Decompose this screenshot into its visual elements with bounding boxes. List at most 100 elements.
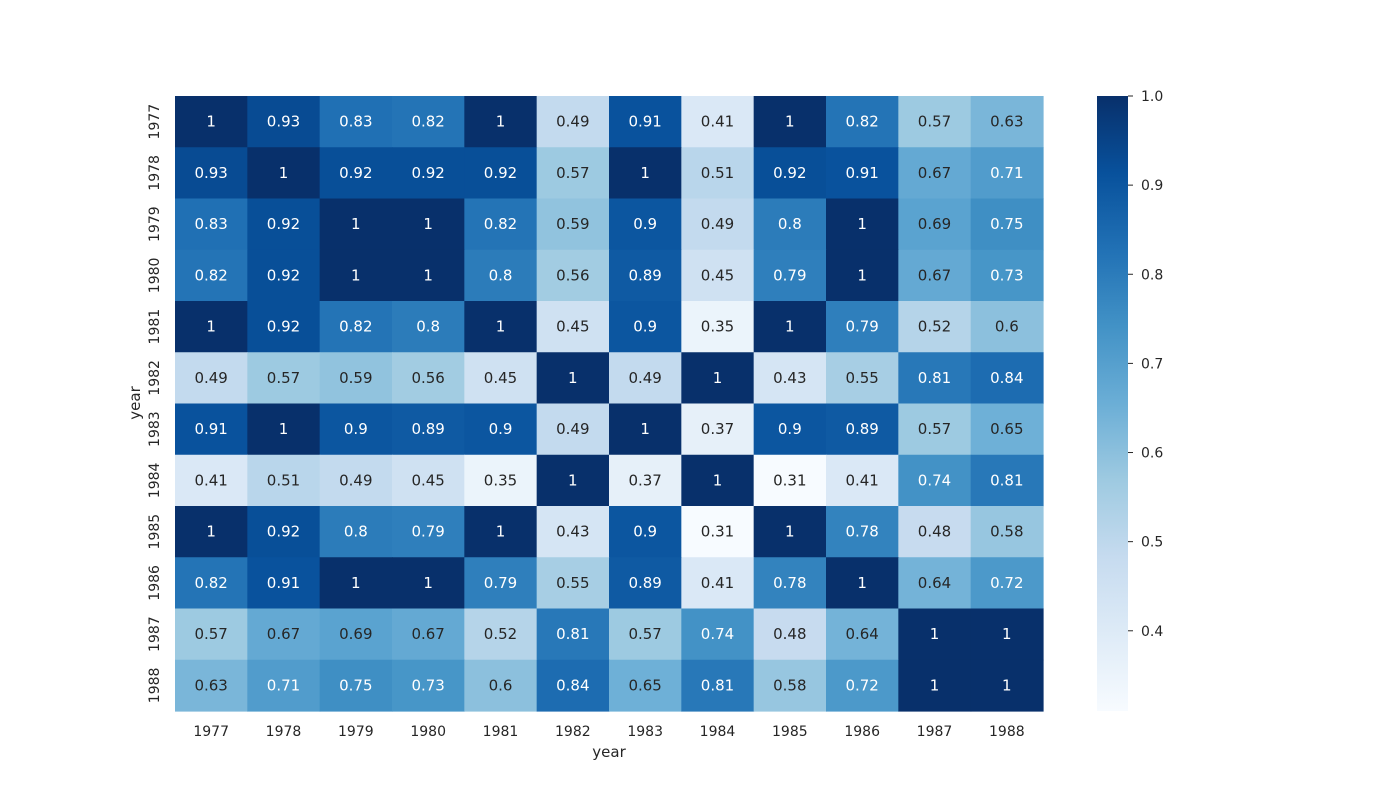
heatmap-cell-1981-1988 <box>970 301 1044 353</box>
heatmap-cell-1987-1986 <box>826 608 899 661</box>
heatmap-cell-1981-1984 <box>681 301 755 353</box>
heatmap-cell-1981-1977 <box>175 301 248 353</box>
heatmap-cell-1982-1986 <box>826 352 899 405</box>
y-tick-label: 1985 <box>147 514 163 550</box>
heatmap-cell-1986-1977 <box>175 557 248 610</box>
cell-annotation: 0.67 <box>918 266 951 284</box>
heatmap-cell-1979-1977 <box>175 198 248 251</box>
heatmap-cell-1986-1980 <box>392 557 465 610</box>
heatmap-cell-1977-1978 <box>247 96 321 148</box>
heatmap-cell-1985-1979 <box>319 506 393 558</box>
heatmap-cell-1987-1979 <box>319 608 393 661</box>
heatmap-cell-1979-1981 <box>464 198 538 251</box>
heatmap-cell-1985-1983 <box>609 506 682 558</box>
cell-annotation: 0.91 <box>845 164 878 182</box>
cell-annotation: 1 <box>713 369 723 387</box>
cell-annotation: 0.83 <box>339 113 372 131</box>
cell-annotation: 0.72 <box>845 676 878 694</box>
heatmap-cell-1986-1979 <box>319 557 393 610</box>
cell-annotation: 0.89 <box>845 420 878 438</box>
heatmap-cell-1987-1978 <box>247 608 321 661</box>
heatmap-cell-1979-1980 <box>392 198 465 251</box>
cell-annotation: 0.31 <box>773 471 806 489</box>
heatmap-cell-1982-1981 <box>464 352 538 405</box>
heatmap-cell-1982-1980 <box>392 352 465 405</box>
cell-annotation: 1 <box>857 266 867 284</box>
cell-annotation: 0.79 <box>773 266 806 284</box>
y-tick-label: 1982 <box>147 360 163 396</box>
cell-annotation: 1 <box>640 164 650 182</box>
heatmap-cell-1985-1981 <box>464 506 538 558</box>
heatmap-cell-1982-1988 <box>970 352 1044 405</box>
heatmap-cell-1983-1977 <box>175 403 248 456</box>
cell-annotation: 0.35 <box>484 471 517 489</box>
cell-annotation: 0.91 <box>628 113 661 131</box>
cell-annotation: 0.81 <box>990 471 1023 489</box>
cell-annotation: 0.37 <box>701 420 734 438</box>
cell-annotation: 0.31 <box>701 523 734 541</box>
y-tick-label: 1979 <box>147 206 163 242</box>
cell-annotation: 0.58 <box>773 676 806 694</box>
cell-annotation: 0.82 <box>194 574 227 592</box>
cell-annotation: 1 <box>568 471 578 489</box>
cell-annotation: 0.81 <box>701 676 734 694</box>
heatmap-cell-1979-1983 <box>609 198 682 251</box>
y-axis-ticks: 1977 1978 1979 1980 1981 1982 1983 1984 1985 1986… <box>147 104 163 703</box>
y-tick-label: 1987 <box>147 616 163 652</box>
cell-annotation: 0.9 <box>633 215 657 233</box>
cell-annotation: 0.57 <box>267 369 300 387</box>
cell-annotation: 0.55 <box>845 369 878 387</box>
heatmap-cell-1981-1983 <box>609 301 682 353</box>
heatmap-cell-1987-1985 <box>753 608 827 661</box>
cell-annotation: 1 <box>423 266 433 284</box>
heatmap-cell-1986-1988 <box>970 557 1044 610</box>
cell-annotation: 0.73 <box>990 266 1023 284</box>
heatmap-cell-1983-1986 <box>826 403 899 456</box>
heatmap-cell-1985-1984 <box>681 506 755 558</box>
cell-annotation: 0.75 <box>339 676 372 694</box>
heatmap-cell-1982-1984 <box>681 352 755 405</box>
heatmap-cell-1985-1977 <box>175 506 248 558</box>
cell-annotation: 1 <box>423 574 433 592</box>
colorbar-tick-label: 0.7 <box>1141 356 1163 372</box>
cell-annotation: 0.45 <box>411 471 444 489</box>
cell-annotation: 1 <box>351 215 361 233</box>
cell-annotation: 0.35 <box>701 318 734 336</box>
heatmap-cell-1986-1985 <box>753 557 827 610</box>
cell-annotation: 0.45 <box>701 266 734 284</box>
cell-annotation: 1 <box>930 625 940 643</box>
x-axis-label: year <box>592 743 626 761</box>
x-tick-label: 1978 <box>266 724 302 740</box>
heatmap-cell-1980-1983 <box>609 249 682 302</box>
heatmap-cell-1987-1982 <box>536 608 610 661</box>
cell-annotation: 0.43 <box>556 523 589 541</box>
heatmap-cell-1979-1986 <box>826 198 899 251</box>
heatmap-cell-1983-1987 <box>898 403 972 456</box>
heatmap-cell-1984-1981 <box>464 454 538 507</box>
cell-annotation: 1 <box>568 369 578 387</box>
heatmap-cell-1984-1977 <box>175 454 248 507</box>
cell-annotation: 0.78 <box>845 523 878 541</box>
x-tick-label: 1983 <box>627 724 663 740</box>
heatmap-cell-1978-1983 <box>609 147 682 200</box>
cell-annotation: 0.67 <box>411 625 444 643</box>
heatmap-cell-1977-1977 <box>175 96 248 148</box>
heatmap-cell-1983-1984 <box>681 403 755 456</box>
x-tick-label: 1986 <box>844 724 880 740</box>
heatmap-cell-1980-1988 <box>970 249 1044 302</box>
cell-annotation: 0.69 <box>339 625 372 643</box>
cell-annotation: 0.72 <box>990 574 1023 592</box>
heatmap-cell-1986-1978 <box>247 557 321 610</box>
cell-annotation: 0.79 <box>845 318 878 336</box>
heatmap-cell-1978-1980 <box>392 147 465 200</box>
heatmap-cell-1979-1979 <box>319 198 393 251</box>
cell-annotation: 1 <box>1002 625 1012 643</box>
cell-annotation: 0.57 <box>194 625 227 643</box>
heatmap-cell-1987-1984 <box>681 608 755 661</box>
cell-annotation: 0.52 <box>918 318 951 336</box>
cell-annotation: 1 <box>1002 676 1012 694</box>
cell-annotation: 1 <box>785 113 795 131</box>
heatmap-cell-1978-1978 <box>247 147 321 200</box>
heatmap-cell-1978-1985 <box>753 147 827 200</box>
